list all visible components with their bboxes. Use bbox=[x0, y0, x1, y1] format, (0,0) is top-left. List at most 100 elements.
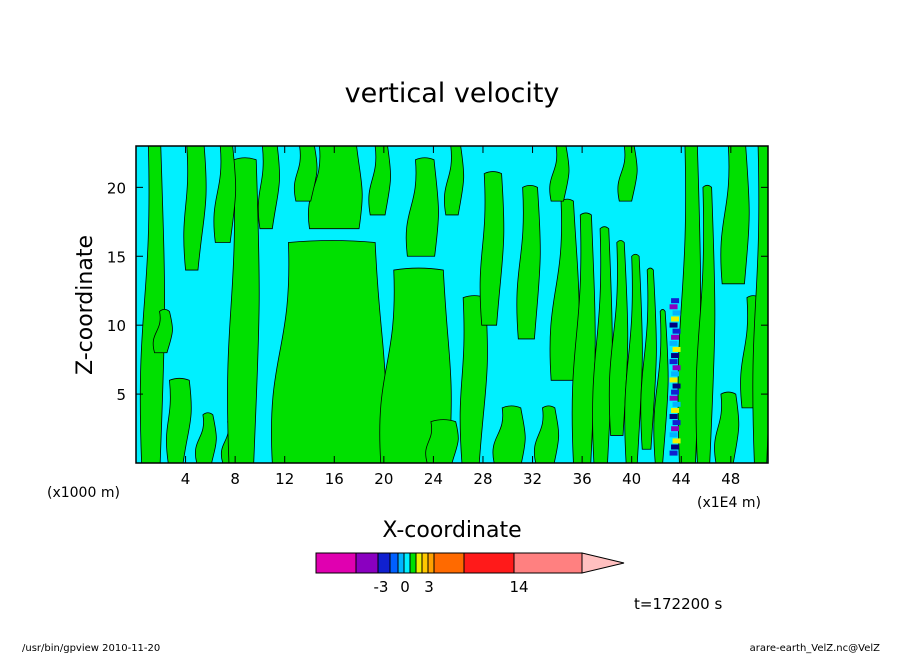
colorbar-bin bbox=[389, 552, 399, 574]
y-tick-label: 5 bbox=[116, 386, 126, 404]
x-tick-label: 28 bbox=[473, 470, 492, 488]
updraft-cell bbox=[671, 389, 680, 395]
updraft-cell bbox=[671, 371, 680, 377]
updraft-cell bbox=[671, 407, 680, 413]
updraft-cell bbox=[672, 401, 681, 407]
updraft-cell bbox=[671, 334, 680, 340]
contour-region bbox=[183, 146, 207, 271]
y-tick-label: 10 bbox=[107, 317, 126, 335]
chart-title: vertical velocity bbox=[345, 78, 560, 109]
contour-region bbox=[152, 308, 173, 354]
colorbar-bin bbox=[397, 552, 405, 574]
colorbar-bin bbox=[409, 552, 417, 574]
updraft-cell bbox=[672, 420, 681, 426]
contour-region bbox=[695, 184, 716, 463]
contour-region bbox=[549, 146, 570, 202]
x-tick-label: 36 bbox=[573, 470, 592, 488]
contour-region bbox=[492, 405, 526, 463]
contour-region bbox=[443, 146, 465, 216]
colorbar-bin bbox=[315, 552, 357, 574]
updraft-cell bbox=[672, 383, 681, 389]
contour-region bbox=[271, 240, 387, 463]
contour-region bbox=[293, 146, 318, 202]
updraft-cell bbox=[669, 304, 678, 310]
contour-region bbox=[213, 146, 237, 243]
contour-region bbox=[227, 157, 260, 463]
contour-region bbox=[479, 171, 505, 326]
updraft-cell bbox=[669, 395, 678, 401]
colorbar-label: 3 bbox=[424, 578, 434, 596]
colorbar-bin bbox=[513, 552, 583, 574]
x-tick-label: 24 bbox=[424, 470, 443, 488]
colorbar-bin bbox=[433, 552, 465, 574]
contour-field bbox=[139, 146, 768, 463]
updraft-cell bbox=[671, 316, 680, 322]
contour-region bbox=[653, 308, 669, 463]
contour-region bbox=[166, 377, 192, 463]
updraft-cell bbox=[672, 328, 681, 334]
colorbar-bin bbox=[355, 552, 379, 574]
updraft-cell bbox=[669, 450, 678, 456]
x-tick-label: 4 bbox=[181, 470, 191, 488]
colorbar-bin bbox=[377, 552, 391, 574]
contour-region bbox=[720, 146, 750, 285]
updraft-cell bbox=[671, 353, 680, 359]
x-tick-label: 8 bbox=[230, 470, 240, 488]
x-axis-label: X-coordinate bbox=[382, 518, 521, 543]
updraft-cell bbox=[669, 340, 678, 346]
colorbar-arrow bbox=[581, 552, 625, 574]
contour-region bbox=[257, 146, 280, 230]
x-tick-label: 32 bbox=[523, 470, 542, 488]
y-ticks: 5 10 15 20 bbox=[107, 179, 768, 404]
colorbar-label: 0 bbox=[400, 578, 410, 596]
y-tick-label: 15 bbox=[107, 248, 126, 266]
updraft-cell bbox=[672, 346, 681, 352]
plot-frame bbox=[135, 145, 769, 464]
contour-region bbox=[714, 391, 740, 463]
updraft-cell bbox=[672, 365, 681, 371]
colorbar-label: -3 bbox=[374, 578, 389, 596]
contour-region bbox=[752, 146, 768, 463]
contour-region bbox=[405, 157, 439, 257]
x-tick-label: 20 bbox=[374, 470, 393, 488]
colorbar-label: 14 bbox=[509, 578, 528, 596]
contour-region bbox=[608, 240, 629, 436]
contour-region bbox=[425, 419, 459, 463]
contour-region bbox=[516, 184, 541, 340]
x-tick-label: 40 bbox=[622, 470, 641, 488]
updraft-cell bbox=[669, 377, 678, 383]
updraft-cell bbox=[669, 414, 678, 420]
colorbar-bin bbox=[421, 552, 429, 574]
x-unit-right: (x1E4 m) bbox=[697, 495, 761, 511]
contour-region bbox=[459, 295, 488, 463]
updraft-cell bbox=[669, 322, 678, 328]
colorbar-bin bbox=[415, 552, 423, 574]
x-tick-label: 12 bbox=[275, 470, 294, 488]
contour-region bbox=[617, 146, 638, 202]
colorbar-bin bbox=[403, 552, 411, 574]
x-tick-label: 48 bbox=[721, 470, 740, 488]
colorbar-bin bbox=[427, 552, 435, 574]
colorbar bbox=[315, 552, 625, 574]
updraft-cell bbox=[671, 298, 680, 304]
colorbar-bin bbox=[463, 552, 515, 574]
updraft-cell bbox=[672, 438, 681, 444]
updraft-cell bbox=[669, 432, 678, 438]
updraft-cell bbox=[671, 426, 680, 432]
x-unit-left: (x1000 m) bbox=[47, 485, 120, 501]
footer-right: arare-earth_VelZ.nc@VelZ bbox=[750, 643, 881, 654]
contour-region bbox=[534, 405, 560, 463]
colorbar-labels: -3 0 3 14 bbox=[374, 578, 529, 596]
contour-region bbox=[195, 412, 217, 463]
x-tick-label: 44 bbox=[672, 470, 691, 488]
x-ticks: 4 8 12 16 20 24 28 32 36 40 44 48 bbox=[181, 146, 740, 488]
time-label: t=172200 s bbox=[634, 595, 722, 613]
updraft-cell bbox=[671, 444, 680, 450]
contour-region bbox=[368, 146, 391, 216]
y-tick-label: 20 bbox=[107, 179, 126, 197]
footer-left: /usr/bin/gpview 2010-11-20 bbox=[22, 643, 160, 654]
contour-region bbox=[379, 267, 452, 463]
updraft-cell bbox=[669, 359, 678, 365]
